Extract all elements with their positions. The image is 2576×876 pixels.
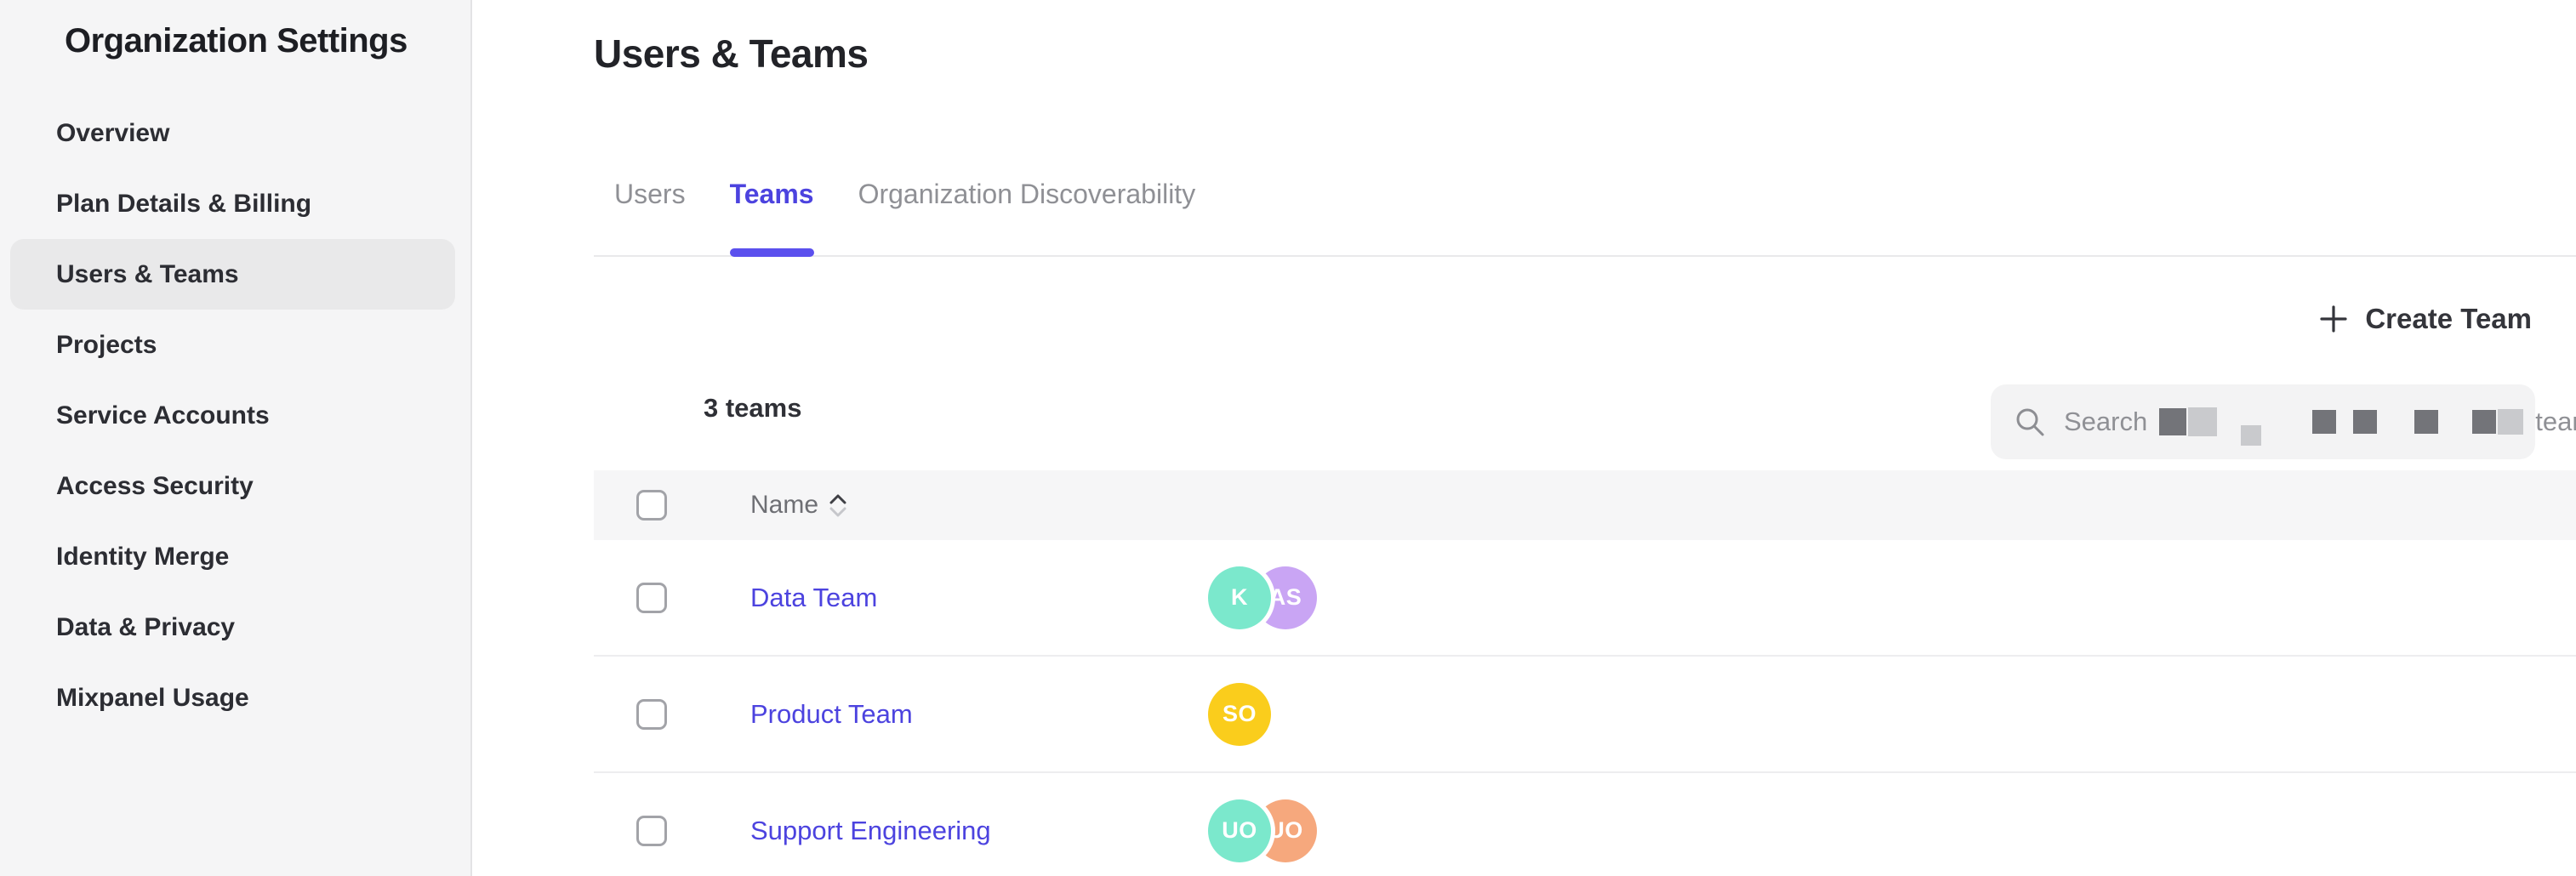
sidebar-item-label: Overview — [56, 118, 170, 147]
table-row-product-team: Product Team SO — [594, 657, 2576, 773]
sidebar-item-service-accounts[interactable]: Service Accounts — [10, 380, 455, 451]
sidebar-item-label: Data & Privacy — [56, 612, 236, 641]
redacted-text-block — [2188, 407, 2218, 436]
sidebar: Organization Settings Overview Plan Deta… — [0, 0, 472, 876]
sidebar-item-label: Plan Details & Billing — [56, 189, 312, 218]
plus-icon — [2319, 304, 2348, 333]
sidebar-title: Organization Settings — [65, 22, 407, 60]
redacted-text-block — [2472, 410, 2497, 434]
team-search-input[interactable]: Search teams — [1991, 384, 2576, 459]
sidebar-nav: Overview Plan Details & Billing Users & … — [0, 98, 470, 733]
sort-by-name[interactable]: Name — [750, 491, 847, 520]
table-row-data-team: Data Team K AS — [594, 540, 2576, 657]
member-avatar[interactable]: UO — [1208, 799, 1271, 862]
row-checkbox[interactable] — [636, 698, 667, 730]
name-column-header: Name — [750, 491, 819, 519]
tab-label: Teams — [729, 179, 814, 209]
member-avatar[interactable]: K — [1208, 566, 1271, 629]
row-checkbox[interactable] — [636, 815, 667, 846]
sidebar-item-label: Access Security — [56, 471, 254, 500]
avatar-group: UO UO — [1208, 799, 1317, 862]
redacted-text-block — [2414, 410, 2439, 434]
tab-label: Organization Discoverability — [858, 179, 1196, 209]
search-icon — [2013, 405, 2047, 439]
row-checkbox[interactable] — [636, 582, 667, 613]
sidebar-item-users-and-teams[interactable]: Users & Teams — [10, 239, 455, 310]
team-name-link[interactable]: Data Team — [750, 582, 878, 612]
create-team-label: Create Team — [2365, 303, 2532, 334]
tab-bar: Users Teams Organization Discoverability — [594, 162, 2576, 257]
team-name-link[interactable]: Support Engineering — [750, 815, 991, 845]
create-team-button[interactable]: Create Team — [2319, 303, 2532, 335]
redacted-text-block — [2241, 425, 2262, 446]
sidebar-item-plan-details-and-billing[interactable]: Plan Details & Billing — [10, 168, 455, 239]
main-content: Users & Teams Users Teams Organization D… — [472, 0, 2576, 876]
sidebar-item-access-security[interactable]: Access Security — [10, 451, 455, 521]
sidebar-item-label: Identity Merge — [56, 542, 230, 571]
tab-organization-discoverability[interactable]: Organization Discoverability — [858, 162, 1196, 255]
team-name-link[interactable]: Product Team — [750, 698, 913, 729]
sidebar-item-label: Users & Teams — [56, 259, 239, 288]
sidebar-item-label: Mixpanel Usage — [56, 683, 249, 712]
avatar-group: K AS — [1208, 566, 1317, 629]
tab-users[interactable]: Users — [614, 162, 686, 255]
avatar-group: SO — [1208, 682, 1271, 746]
search-placeholder-suffix: teams — [2535, 407, 2576, 436]
teams-count: 3 teams — [704, 393, 802, 423]
sidebar-item-label: Service Accounts — [56, 401, 270, 429]
tab-teams[interactable]: Teams — [729, 162, 814, 257]
tab-label: Users — [614, 179, 686, 209]
redacted-text-block — [2353, 410, 2378, 434]
teams-table: Name Data Team K AS Product Team SO Suppo… — [594, 470, 2576, 876]
sidebar-item-mixpanel-usage[interactable]: Mixpanel Usage — [10, 663, 455, 733]
select-all-checkbox[interactable] — [636, 490, 667, 520]
table-body: Data Team K AS Product Team SO Support En… — [594, 540, 2576, 876]
sidebar-item-overview[interactable]: Overview — [10, 98, 455, 168]
redacted-text-block — [2312, 410, 2337, 434]
sidebar-item-identity-merge[interactable]: Identity Merge — [10, 521, 455, 592]
search-placeholder-prefix: Search — [2064, 407, 2148, 436]
redacted-text-block — [2159, 408, 2187, 435]
member-avatar[interactable]: SO — [1208, 682, 1271, 746]
active-tab-indicator — [729, 248, 814, 257]
page-title: Users & Teams — [594, 31, 869, 76]
sidebar-item-label: Projects — [56, 330, 157, 359]
table-row-support-engineering: Support Engineering UO UO — [594, 773, 2576, 876]
table-header-row: Name — [594, 470, 2576, 540]
sidebar-item-projects[interactable]: Projects — [10, 310, 455, 380]
sidebar-item-data-and-privacy[interactable]: Data & Privacy — [10, 592, 455, 663]
sort-icon — [829, 493, 847, 518]
redacted-text-block — [2498, 409, 2524, 435]
